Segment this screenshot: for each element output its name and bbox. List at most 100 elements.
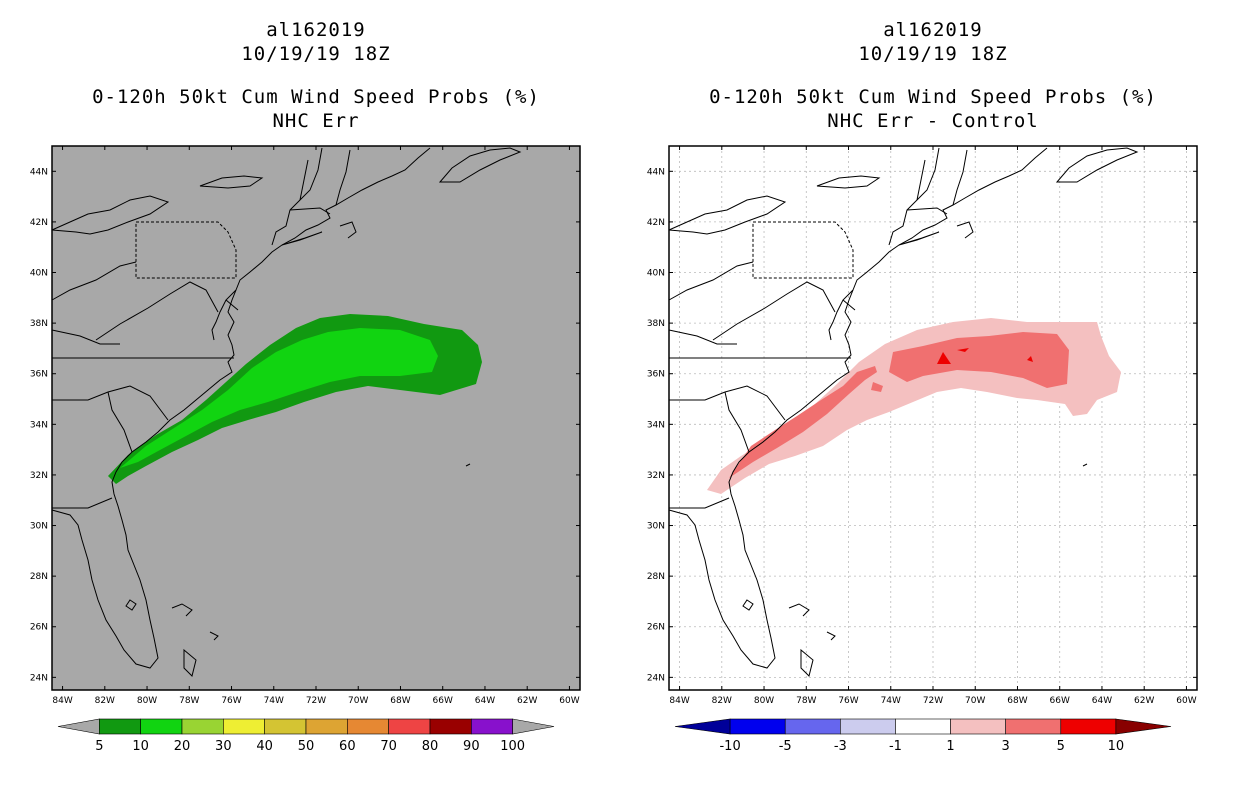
right-subtitle: NHC Err - Control [827,110,1039,132]
colorbar-label: 50 [298,739,315,754]
lon-label: 72W [306,696,326,706]
left-colorbar: 5 10 20 30 40 50 60 70 80 90 100 [57,718,555,754]
colorbar-label: 90 [463,739,480,754]
lat-label: 32N [30,471,48,481]
colorbar-label: 70 [380,739,397,754]
lon-label: 76W [221,696,241,706]
left-product: 0-120h 50kt Cum Wind Speed Probs (%) [92,86,540,108]
colorbar-label: 1 [946,739,954,754]
colorbar-label: 10 [132,739,149,754]
colorbar-label: 3 [1002,739,1010,754]
colorbar-arrow-high [512,718,555,735]
lon-label: 78W [796,696,816,706]
lat-label: 38N [30,319,48,329]
colorbar-label: 5 [1057,739,1065,754]
lat-label: 36N [647,370,665,380]
right-datetime: 10/19/19 18Z [858,43,1008,65]
lat-label: 26N [30,623,48,633]
colorbar-swatch [181,718,224,735]
colorbar-swatch [729,718,786,735]
colorbar-swatch [99,718,141,735]
lat-label: 30N [30,522,48,532]
colorbar-swatch [1005,718,1062,735]
colorbar-swatch [895,718,951,735]
left-map-panel: 44N 42N 40N 38N 36N 34N 32N 30N 28N 26N 24N 84W 82W 8… [30,145,581,706]
lat-label: 36N [30,370,48,380]
lat-label: 26N [647,623,665,633]
colorbar-label: 40 [256,739,273,754]
lat-label: 38N [647,319,665,329]
lat-label: 40N [30,269,48,279]
colorbar-label: -1 [889,739,902,754]
colorbar-swatch [347,718,389,735]
colorbar-swatch [223,718,265,735]
left-storm-id: al162019 [266,19,366,41]
lon-label: 76W [838,696,858,706]
lon-label: 66W [1050,696,1070,706]
lon-label: 84W [52,696,72,706]
colorbar-swatch [950,718,1006,735]
colorbar-arrow-low [674,718,731,735]
colorbar-swatch [388,718,431,735]
lat-label: 44N [30,167,48,177]
lat-label: 24N [647,673,665,683]
right-axis-ticks: 44N 42N 40N 38N 36N 34N 32N 30N 28N 26N 24N 84W 82W 8… [647,146,1197,706]
colorbar-label: 100 [500,739,525,754]
lon-label: 74W [881,696,901,706]
left-datetime: 10/19/19 18Z [241,43,391,65]
lon-label: 62W [1134,696,1154,706]
lon-label: 82W [95,696,115,706]
left-prob-shading [108,314,482,484]
colorbar-swatch [840,718,896,735]
right-diff-shading [707,318,1121,494]
right-map-gridlines [669,146,1197,690]
colorbar-swatch [1060,718,1117,735]
lat-label: 28N [30,572,48,582]
lon-label: 68W [390,696,410,706]
lon-label: 80W [137,696,157,706]
lon-label: 78W [179,696,199,706]
lon-label: 70W [348,696,368,706]
lon-label: 70W [965,696,985,706]
lon-label: 74W [264,696,284,706]
lat-label: 24N [30,673,48,683]
colorbar-label: 5 [95,739,103,754]
lat-label: 28N [647,572,665,582]
lon-label: 72W [923,696,943,706]
lat-label: 42N [30,218,48,228]
colorbar-label: 30 [215,739,232,754]
colorbar-swatch [429,718,472,735]
right-product: 0-120h 50kt Cum Wind Speed Probs (%) [709,86,1157,108]
lon-label: 66W [433,696,453,706]
lat-label: 34N [647,420,665,430]
colorbar-swatch [471,718,513,735]
lat-label: 34N [30,420,48,430]
right-map-panel: 44N 42N 40N 38N 36N 34N 32N 30N 28N 26N 24N 84W 82W 8… [647,145,1198,706]
left-panel-title: al162019 10/19/19 18Z 0-120h 50kt Cum Wi… [52,18,580,133]
right-storm-id: al162019 [883,19,983,41]
colorbar-swatch [305,718,348,735]
right-colorbar: -10 -5 -3 -1 1 3 5 10 [674,718,1172,754]
lat-label: 40N [647,269,665,279]
lon-label: 82W [712,696,732,706]
colorbar-swatch [784,718,841,735]
colorbar-arrow-low [57,718,100,735]
colorbar-label: 60 [339,739,356,754]
lon-label: 80W [754,696,774,706]
colorbar-label: -10 [719,739,740,754]
colorbar-label: 20 [174,739,191,754]
lon-label: 64W [1092,696,1112,706]
colorbar-label: -5 [779,739,792,754]
lon-label: 84W [669,696,689,706]
lon-label: 60W [559,696,579,706]
left-subtitle: NHC Err [272,110,360,132]
lat-label: 32N [647,471,665,481]
lon-label: 60W [1176,696,1196,706]
lat-label: 30N [647,522,665,532]
colorbar-swatch [140,718,183,735]
colorbar-label: 10 [1108,739,1125,754]
left-axis-ticks: 44N 42N 40N 38N 36N 34N 32N 30N 28N 26N 24N 84W 82W 8… [30,146,580,706]
lon-label: 64W [475,696,495,706]
colorbar-arrow-high [1115,718,1172,735]
